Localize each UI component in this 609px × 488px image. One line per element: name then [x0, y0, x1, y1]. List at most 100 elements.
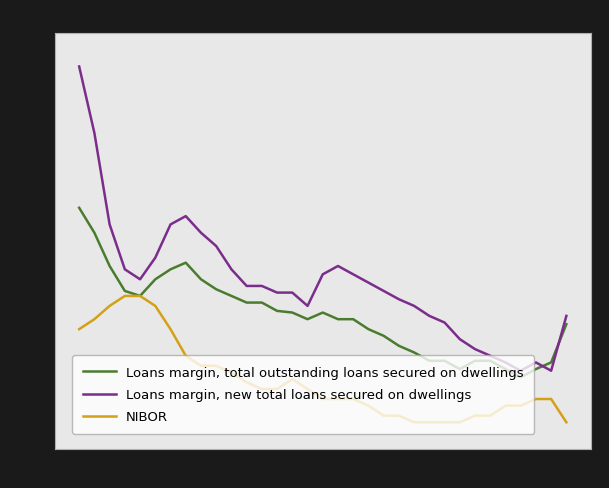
Loans margin, total outstanding loans secured on dwellings [380, 333, 387, 339]
NIBOR [197, 363, 205, 369]
Loans margin, total outstanding loans secured on dwellings [167, 267, 174, 273]
Loans margin, new total loans secured on dwellings [334, 264, 342, 269]
Loans margin, total outstanding loans secured on dwellings [456, 366, 463, 372]
NIBOR [426, 420, 433, 426]
Loans margin, new total loans secured on dwellings [76, 64, 83, 70]
Loans margin, new total loans secured on dwellings [136, 277, 144, 283]
Line: Loans margin, new total loans secured on dwellings: Loans margin, new total loans secured on… [79, 67, 566, 371]
NIBOR [228, 370, 235, 376]
Loans margin, total outstanding loans secured on dwellings [121, 288, 128, 294]
Loans margin, total outstanding loans secured on dwellings [197, 277, 205, 283]
NIBOR [517, 403, 524, 409]
NIBOR [258, 386, 266, 392]
NIBOR [167, 326, 174, 332]
NIBOR [152, 304, 159, 309]
NIBOR [532, 396, 540, 402]
NIBOR [91, 317, 98, 323]
NIBOR [350, 396, 357, 402]
Loans margin, new total loans secured on dwellings [304, 304, 311, 309]
NIBOR [76, 326, 83, 332]
Loans margin, new total loans secured on dwellings [395, 297, 403, 303]
NIBOR [380, 413, 387, 419]
NIBOR [136, 293, 144, 299]
NIBOR [289, 376, 296, 382]
Loans margin, new total loans secured on dwellings [502, 360, 509, 366]
Line: Loans margin, total outstanding loans secured on dwellings: Loans margin, total outstanding loans se… [79, 208, 566, 378]
Loans margin, total outstanding loans secured on dwellings [441, 358, 448, 364]
Loans margin, total outstanding loans secured on dwellings [547, 360, 555, 366]
NIBOR [502, 403, 509, 409]
Loans margin, new total loans secured on dwellings [350, 272, 357, 278]
Loans margin, new total loans secured on dwellings [197, 230, 205, 236]
NIBOR [273, 386, 281, 392]
Loans margin, total outstanding loans secured on dwellings [517, 375, 524, 381]
Loans margin, new total loans secured on dwellings [228, 267, 235, 273]
NIBOR [121, 293, 128, 299]
NIBOR [334, 396, 342, 402]
Loans margin, total outstanding loans secured on dwellings [532, 366, 540, 372]
Loans margin, new total loans secured on dwellings [258, 284, 266, 289]
Loans margin, new total loans secured on dwellings [441, 320, 448, 326]
Loans margin, total outstanding loans secured on dwellings [91, 230, 98, 236]
Loans margin, total outstanding loans secured on dwellings [502, 366, 509, 372]
Loans margin, new total loans secured on dwellings [91, 131, 98, 137]
Loans margin, new total loans secured on dwellings [289, 290, 296, 296]
Loans margin, total outstanding loans secured on dwellings [563, 322, 570, 327]
Loans margin, new total loans secured on dwellings [167, 222, 174, 228]
NIBOR [106, 304, 113, 309]
NIBOR [304, 386, 311, 392]
Loans margin, total outstanding loans secured on dwellings [152, 277, 159, 283]
NIBOR [395, 413, 403, 419]
Loans margin, total outstanding loans secured on dwellings [136, 293, 144, 299]
Loans margin, new total loans secured on dwellings [121, 267, 128, 273]
Loans margin, new total loans secured on dwellings [213, 244, 220, 249]
Loans margin, total outstanding loans secured on dwellings [319, 310, 326, 316]
Loans margin, new total loans secured on dwellings [380, 288, 387, 294]
NIBOR [487, 413, 494, 419]
Loans margin, new total loans secured on dwellings [517, 368, 524, 374]
Loans margin, new total loans secured on dwellings [487, 353, 494, 359]
Loans margin, new total loans secured on dwellings [532, 360, 540, 366]
Loans margin, new total loans secured on dwellings [456, 337, 463, 343]
Line: NIBOR: NIBOR [79, 296, 566, 423]
Loans margin, total outstanding loans secured on dwellings [76, 205, 83, 211]
NIBOR [471, 413, 479, 419]
NIBOR [456, 420, 463, 426]
Loans margin, new total loans secured on dwellings [563, 313, 570, 319]
Loans margin, new total loans secured on dwellings [410, 304, 418, 309]
Loans margin, new total loans secured on dwellings [182, 214, 189, 220]
Loans margin, new total loans secured on dwellings [273, 290, 281, 296]
Loans margin, total outstanding loans secured on dwellings [410, 350, 418, 356]
Loans margin, new total loans secured on dwellings [243, 284, 250, 289]
Loans margin, total outstanding loans secured on dwellings [350, 317, 357, 323]
NIBOR [182, 353, 189, 359]
Loans margin, total outstanding loans secured on dwellings [106, 264, 113, 269]
Loans margin, total outstanding loans secured on dwellings [471, 358, 479, 364]
Loans margin, total outstanding loans secured on dwellings [426, 358, 433, 364]
Loans margin, new total loans secured on dwellings [319, 272, 326, 278]
NIBOR [547, 396, 555, 402]
Loans margin, total outstanding loans secured on dwellings [228, 293, 235, 299]
Loans margin, total outstanding loans secured on dwellings [365, 326, 372, 332]
NIBOR [563, 420, 570, 426]
Loans margin, new total loans secured on dwellings [471, 346, 479, 352]
Loans margin, total outstanding loans secured on dwellings [243, 300, 250, 306]
Loans margin, total outstanding loans secured on dwellings [334, 317, 342, 323]
Loans margin, new total loans secured on dwellings [365, 280, 372, 286]
Loans margin, total outstanding loans secured on dwellings [273, 308, 281, 314]
Loans margin, total outstanding loans secured on dwellings [395, 343, 403, 349]
Loans margin, new total loans secured on dwellings [426, 313, 433, 319]
Loans margin, total outstanding loans secured on dwellings [289, 310, 296, 316]
Loans margin, total outstanding loans secured on dwellings [213, 287, 220, 293]
Loans margin, new total loans secured on dwellings [547, 368, 555, 374]
NIBOR [365, 403, 372, 409]
Loans margin, new total loans secured on dwellings [152, 255, 159, 261]
Loans margin, total outstanding loans secured on dwellings [258, 300, 266, 306]
Loans margin, total outstanding loans secured on dwellings [304, 317, 311, 323]
NIBOR [319, 396, 326, 402]
Loans margin, total outstanding loans secured on dwellings [182, 260, 189, 266]
Loans margin, total outstanding loans secured on dwellings [487, 358, 494, 364]
NIBOR [243, 380, 250, 386]
Legend: Loans margin, total outstanding loans secured on dwellings, Loans margin, new to: Loans margin, total outstanding loans se… [72, 356, 535, 434]
Loans margin, new total loans secured on dwellings [106, 222, 113, 228]
